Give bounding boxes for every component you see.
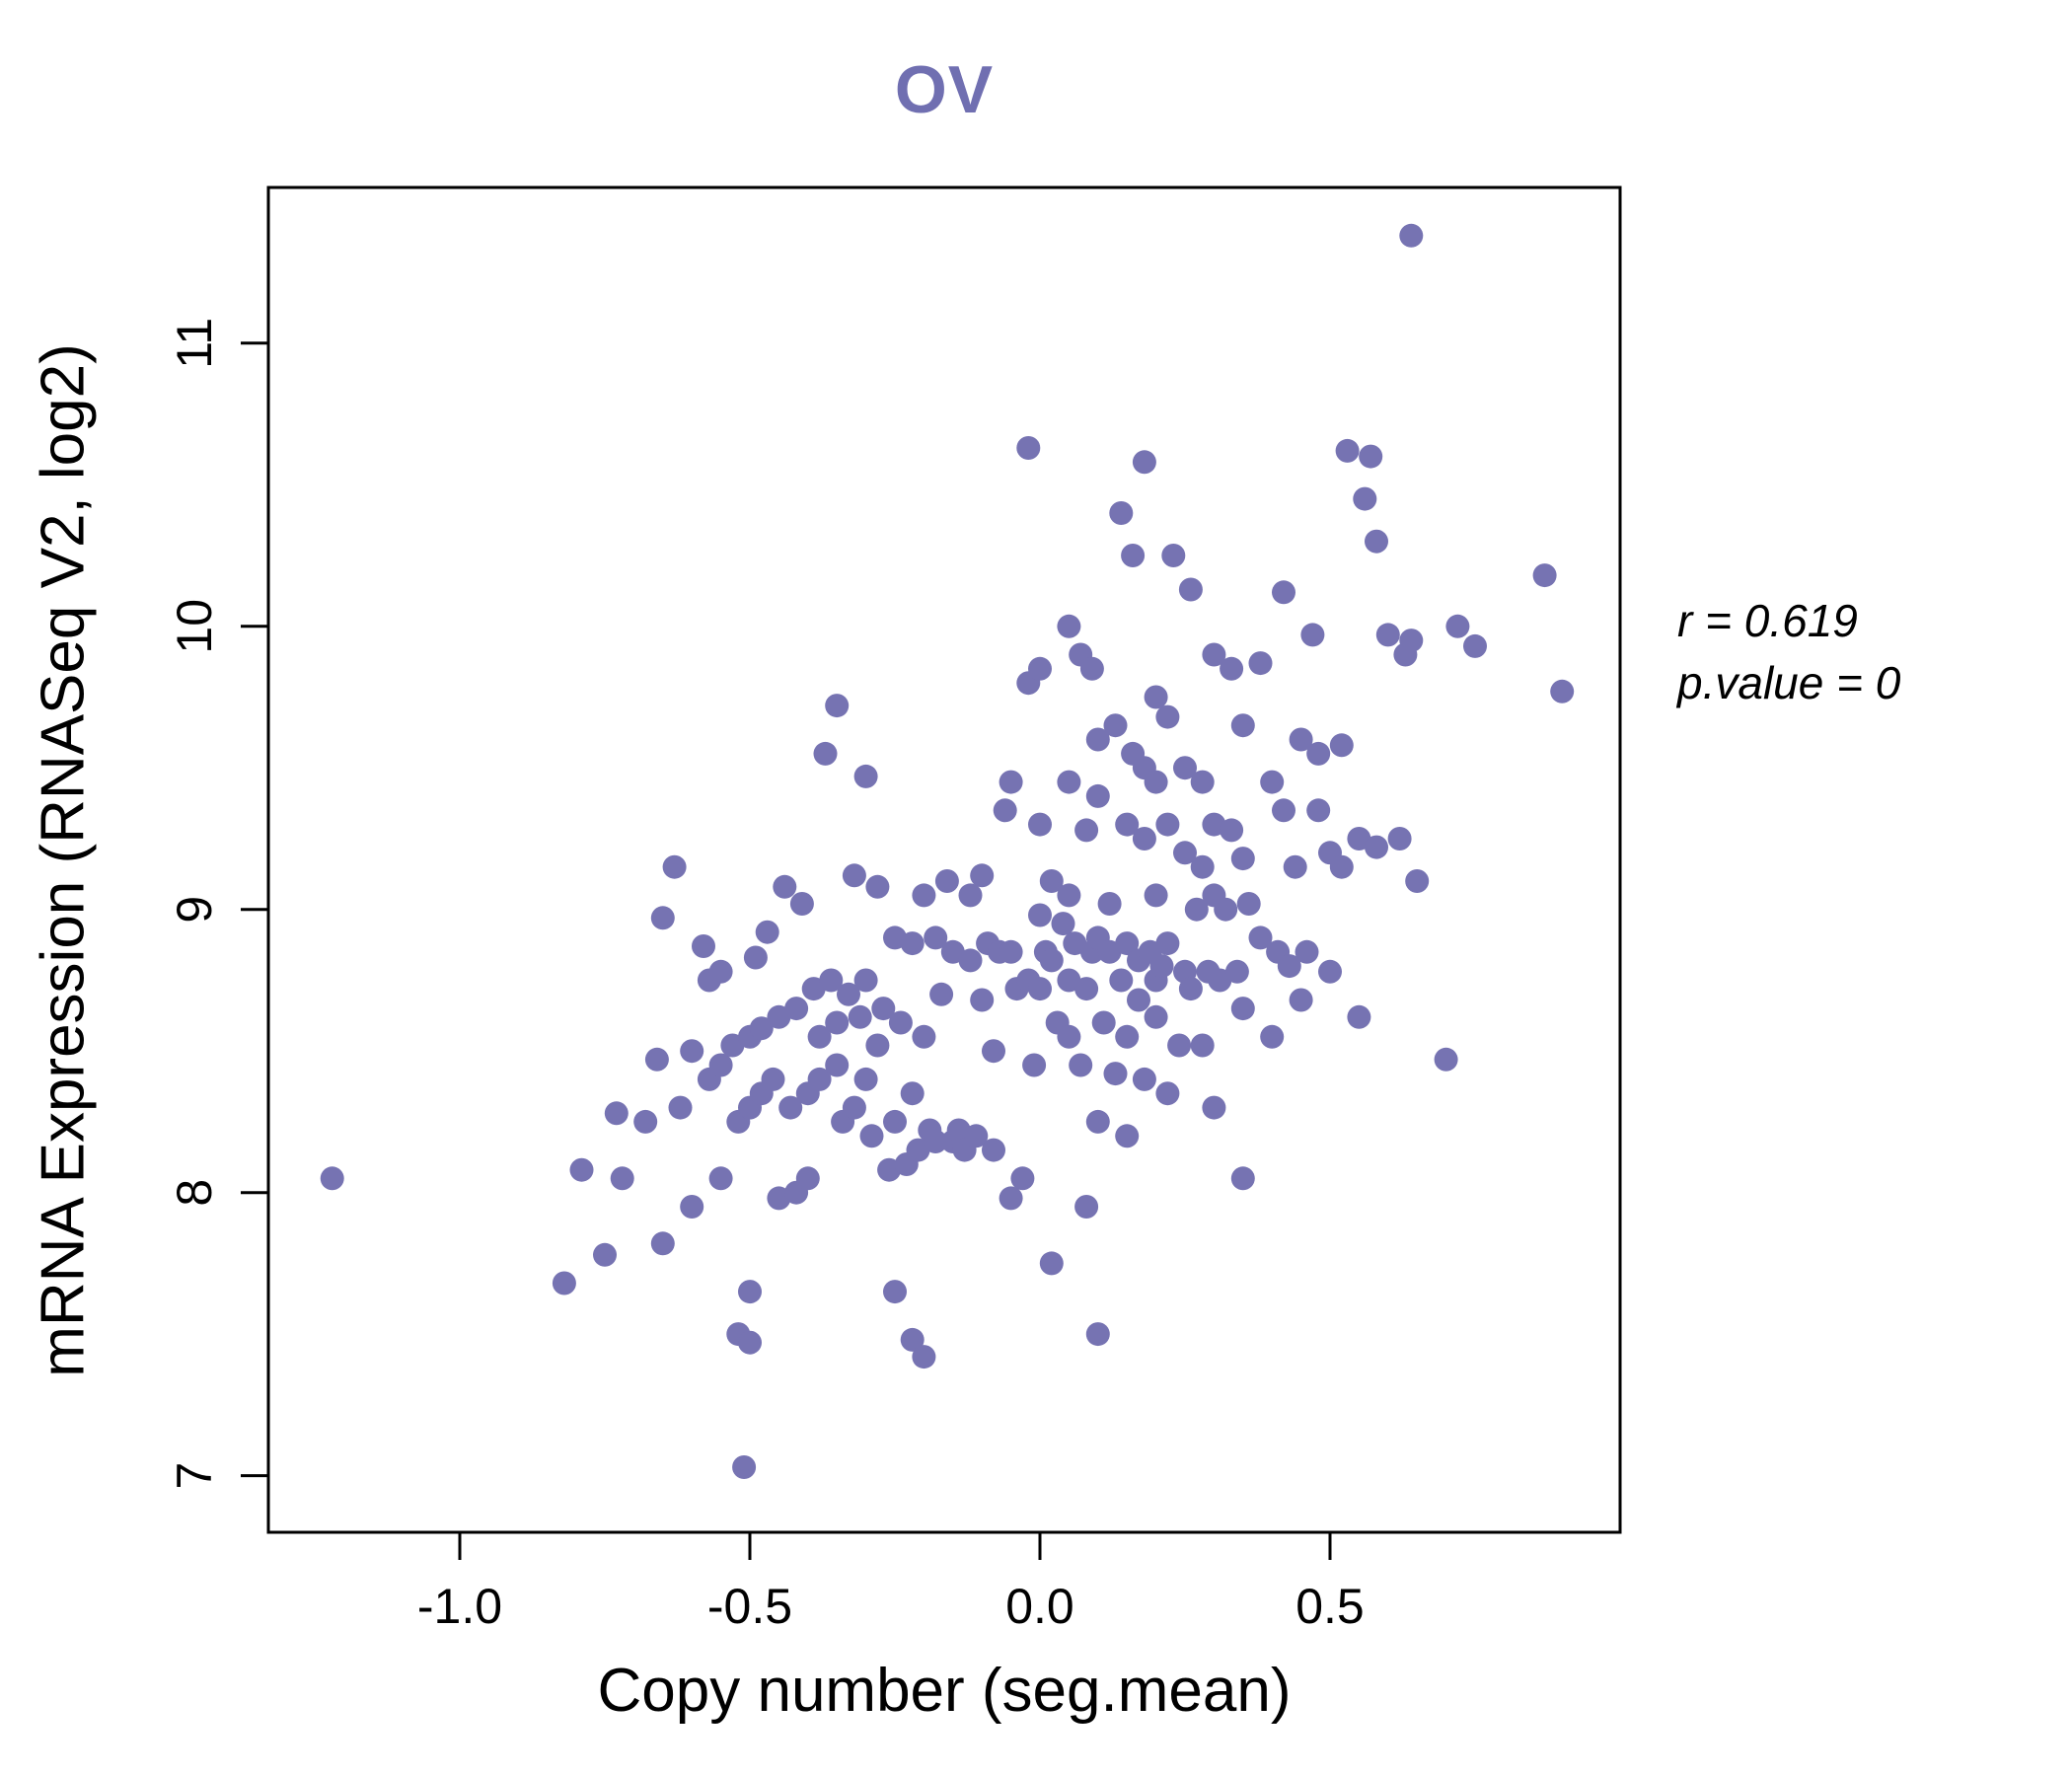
svg-text:0.5: 0.5 [1295, 1579, 1365, 1634]
chart-title: OV [894, 52, 995, 127]
svg-text:-0.5: -0.5 [707, 1579, 792, 1634]
stats-annotation: r = 0.619 p.value = 0 [1677, 590, 1900, 715]
svg-text:10: 10 [167, 599, 222, 654]
svg-text:8: 8 [167, 1179, 222, 1207]
svg-text:-1.0: -1.0 [417, 1579, 502, 1634]
svg-text:7: 7 [167, 1462, 222, 1490]
svg-text:9: 9 [167, 896, 222, 924]
x-axis-label: Copy number (seg.mean) [597, 1657, 1292, 1725]
svg-text:0.0: 0.0 [1005, 1579, 1074, 1634]
correlation-text: r = 0.619 [1677, 595, 1858, 646]
pvalue-text: p.value = 0 [1677, 657, 1901, 709]
svg-text:11: 11 [167, 318, 222, 369]
